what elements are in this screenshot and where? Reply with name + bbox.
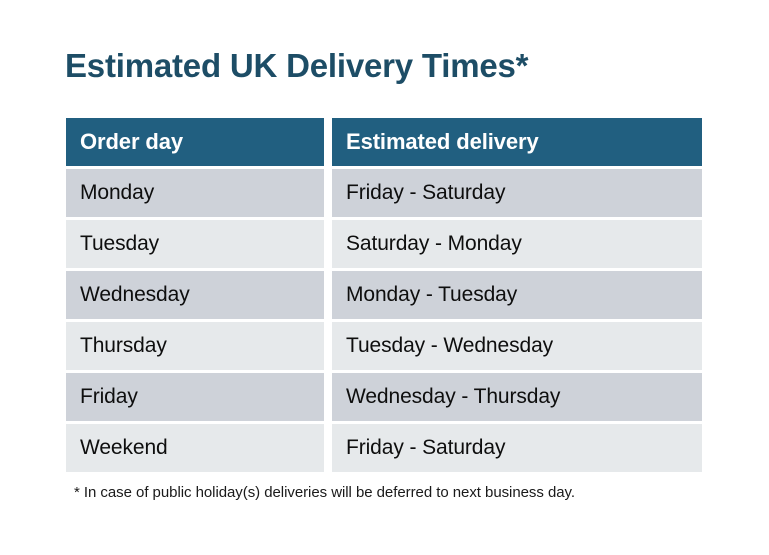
cell-estimated-delivery: Monday - Tuesday xyxy=(332,271,702,319)
cell-estimated-delivery: Tuesday - Wednesday xyxy=(332,322,702,370)
cell-estimated-delivery: Friday - Saturday xyxy=(332,424,702,472)
cell-order-day: Thursday xyxy=(66,322,324,370)
cell-order-day: Friday xyxy=(66,373,324,421)
footnote-text: * In case of public holiday(s) deliverie… xyxy=(74,484,575,501)
cell-order-day: Weekend xyxy=(66,424,324,472)
table-row: Tuesday Saturday - Monday xyxy=(66,220,702,268)
cell-order-day: Tuesday xyxy=(66,220,324,268)
table-row: Wednesday Monday - Tuesday xyxy=(66,271,702,319)
table-row: Monday Friday - Saturday xyxy=(66,169,702,217)
table-row: Thursday Tuesday - Wednesday xyxy=(66,322,702,370)
column-header-order-day: Order day xyxy=(66,118,324,166)
cell-estimated-delivery: Friday - Saturday xyxy=(332,169,702,217)
delivery-times-table: Order day Estimated delivery Monday Frid… xyxy=(66,118,702,472)
cell-estimated-delivery: Wednesday - Thursday xyxy=(332,373,702,421)
cell-estimated-delivery: Saturday - Monday xyxy=(332,220,702,268)
column-header-estimated-delivery: Estimated delivery xyxy=(332,118,702,166)
table-header-row: Order day Estimated delivery xyxy=(66,118,702,166)
page-title: Estimated UK Delivery Times* xyxy=(65,47,529,84)
cell-order-day: Monday xyxy=(66,169,324,217)
table-row: Weekend Friday - Saturday xyxy=(66,424,702,472)
table-row: Friday Wednesday - Thursday xyxy=(66,373,702,421)
cell-order-day: Wednesday xyxy=(66,271,324,319)
